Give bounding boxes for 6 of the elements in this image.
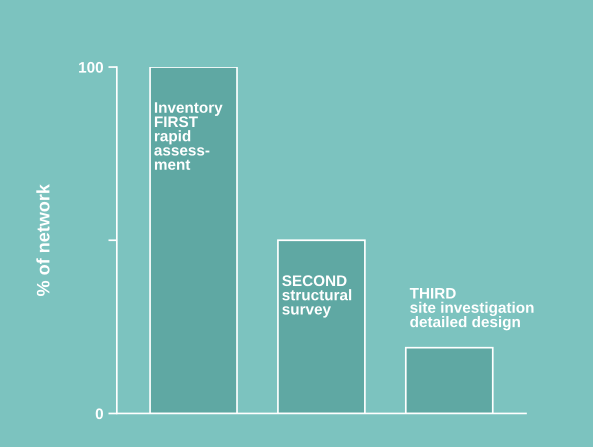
x-tick-label: THIRD site investigation detailed design xyxy=(410,288,534,330)
x-tick-label: SECOND structural survey xyxy=(282,275,352,318)
x-tick-label: Inventory FIRST rapid assess- ment xyxy=(154,102,223,170)
y-axis-title: % of network xyxy=(36,184,50,296)
y-tick-label: 100 xyxy=(79,62,104,73)
y-tick-label: 0 xyxy=(96,408,103,420)
